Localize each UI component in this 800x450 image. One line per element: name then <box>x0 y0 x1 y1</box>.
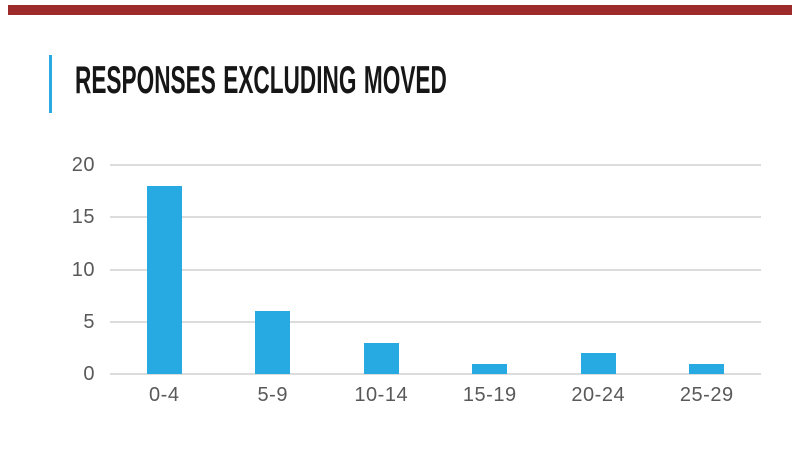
title-accent-line <box>49 55 52 113</box>
bar <box>255 311 291 374</box>
x-axis-label: 20-24 <box>571 384 626 406</box>
x-axis-label: 0-4 <box>149 384 180 406</box>
bar <box>689 363 725 374</box>
bar <box>146 185 182 374</box>
bar <box>472 363 508 374</box>
gridline <box>110 320 761 323</box>
y-axis-label: 5 <box>83 310 95 333</box>
gridline <box>110 373 761 375</box>
gridline <box>110 216 761 219</box>
y-axis-label: 15 <box>71 206 95 229</box>
x-axis-label: 5-9 <box>257 384 288 406</box>
gridline <box>110 268 761 271</box>
bar <box>580 353 616 374</box>
x-axis-label: 25-29 <box>679 384 734 406</box>
x-axis-label: 10-14 <box>354 384 409 406</box>
gridline <box>110 164 761 166</box>
y-axis-label: 10 <box>71 258 95 281</box>
x-axis-label: 15-19 <box>462 384 517 406</box>
y-axis-label: 20 <box>71 154 95 176</box>
bar <box>363 342 399 374</box>
slide-title: RESPONSES EXCLUDING MOVED <box>75 59 447 102</box>
top-accent-bar <box>8 5 792 15</box>
y-axis-label: 0 <box>83 363 95 385</box>
